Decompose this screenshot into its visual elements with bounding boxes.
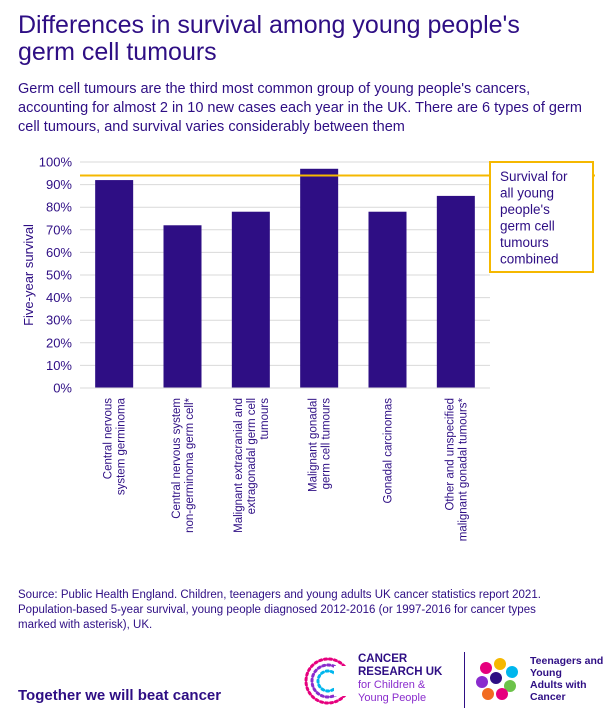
y-tick-label: 60% (46, 245, 72, 260)
source-line-2: Population-based 5-year survival, young … (18, 604, 536, 616)
bar-chart: 0% 10% 20% 30% 40% 50% 60% 70% 80% 90% 100% Five-ye… (21, 155, 595, 541)
tya-logo-text: Teenagers and Young Adults with Cancer (530, 655, 603, 703)
tagline: Together we will beat cancer (18, 687, 222, 704)
title-line-2: germ cell tumours (18, 38, 217, 66)
chart-title: Differences in survival among young peop… (18, 12, 598, 66)
reference-annotation: Survival for all young people's germ cell tu… (500, 169, 568, 267)
y-tick-label: 40% (46, 290, 72, 305)
cruk-line-4: Young People (358, 692, 427, 704)
y-tick-label: 0% (53, 381, 72, 396)
source-note: Source: Public Health England. Children,… (18, 588, 598, 633)
tya-line-4: Cancer (530, 691, 566, 703)
cruk-line-1: CANCER (358, 653, 408, 665)
y-tick-label: 80% (46, 200, 72, 215)
source-line-1: Source: Public Health England. Children,… (18, 589, 541, 601)
y-tick-label: 10% (46, 358, 72, 373)
bar (436, 195, 475, 388)
y-tick-label: 70% (46, 222, 72, 237)
title-line-1: Differences in survival among young peop… (18, 11, 520, 39)
cruk-line-2: RESEARCH UK (358, 666, 443, 678)
logo-divider (464, 652, 465, 708)
x-tick-label: Gonadal carcinomas (383, 398, 395, 504)
bar (368, 211, 407, 388)
tya-line-1: Teenagers and (530, 655, 604, 667)
bar (163, 225, 202, 388)
x-tick-label: Central nervous systemnon-germinoma germ… (171, 397, 196, 532)
reference-annotation-box (489, 161, 594, 273)
y-tick-label: 90% (46, 177, 72, 192)
bar (300, 168, 339, 388)
x-tick-label: Malignant extracranial andextragonadal g… (233, 398, 271, 533)
x-tick-label: Other and unspecifiedmalignant gonadal t… (444, 397, 469, 541)
y-tick-label: 30% (46, 313, 72, 328)
cruk-logo-text: CANCER RESEARCH UK for Children & Young … (358, 653, 442, 705)
tya-line-3: Adults with (530, 679, 587, 691)
tya-logo-icon (476, 658, 518, 700)
source-line-3: marked with asterisk), UK. (18, 619, 153, 631)
x-tick-label: Central nervoussystem germinoma (103, 397, 128, 495)
chart-subtitle: Germ cell tumours are the third most com… (18, 81, 582, 135)
cruk-logo-icon (304, 657, 352, 705)
y-tick-label: 100% (39, 155, 73, 170)
y-tick-label: 50% (46, 268, 72, 283)
bar (231, 211, 270, 388)
bar (95, 180, 134, 388)
y-tick-label: 20% (46, 335, 72, 350)
x-tick-label: Malignant gonadalgerm cell tumours (308, 398, 333, 492)
cruk-line-3: for Children & (358, 679, 426, 691)
y-axis-label: Five-year survival (21, 224, 36, 326)
tya-line-2: Young (530, 667, 562, 679)
